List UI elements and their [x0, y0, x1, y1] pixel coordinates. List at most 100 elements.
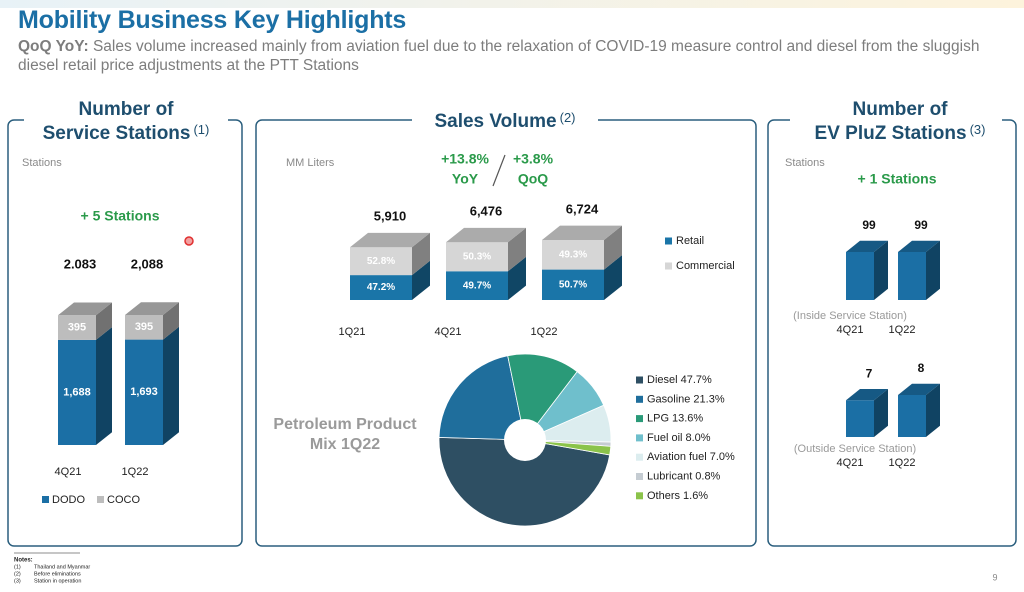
legend-value: 47.7%	[681, 374, 712, 386]
pie-slice	[507, 353, 578, 441]
annotation-label: QoQ	[518, 171, 548, 187]
panel-title: Sales Volume (2)	[434, 110, 575, 132]
panel-title-line: Number of	[79, 99, 175, 120]
legend-swatch	[636, 395, 643, 403]
panel-title: EV PluZ Stations (3)	[815, 122, 986, 144]
total-label: 5,910	[374, 209, 407, 224]
legend-label: Aviation fuel 7.0%	[647, 451, 735, 463]
caption: (Outside Service Station)	[794, 443, 916, 455]
segment-label: 1,688	[63, 386, 91, 398]
bar-side	[508, 256, 526, 300]
bar-segment	[350, 275, 412, 300]
bar-top	[898, 383, 940, 395]
panel-title-text: Sales Volume	[434, 111, 556, 132]
bar-side	[412, 232, 430, 276]
x-tick-label: 4Q21	[837, 324, 864, 336]
legend-category: Aviation fuel	[647, 451, 707, 463]
bar-top	[846, 389, 888, 401]
title-note: (3)	[970, 122, 986, 137]
value-label: 99	[862, 218, 876, 232]
x-tick-label: 1Q22	[889, 457, 916, 469]
bar-segment	[846, 252, 874, 300]
panel-title-bg	[24, 112, 228, 142]
x-tick-label: 1Q22	[122, 466, 149, 478]
pie-slice	[524, 439, 612, 456]
title-note: (1)	[193, 122, 209, 137]
bar-side	[874, 389, 888, 437]
legend-swatch	[636, 434, 643, 442]
bar-side	[604, 255, 622, 300]
x-tick-label: 4Q21	[837, 457, 864, 469]
legend-value: 1.6%	[683, 490, 708, 502]
subtitle-label: QoQ YoY:	[18, 38, 89, 55]
legend-swatch	[636, 492, 643, 500]
legend-label: Fuel oil 8.0%	[647, 432, 711, 444]
legend-label: LPG 13.6%	[647, 413, 703, 425]
bar-segment	[446, 242, 508, 272]
legend-value: 13.6%	[672, 413, 703, 425]
bar-side	[163, 302, 179, 340]
bar-segment	[58, 315, 96, 340]
page-number: 9	[992, 572, 997, 582]
x-tick-label: 1Q21	[339, 326, 366, 338]
annotation-value: +13.8%	[441, 151, 489, 167]
legend-label: Retail	[676, 235, 704, 247]
bar-segment	[898, 395, 926, 437]
slide-title: Mobility Business Key Highlights	[18, 6, 407, 34]
value-label: 8	[918, 361, 925, 375]
legend-swatch	[636, 453, 643, 461]
annotation-label: YoY	[452, 171, 479, 187]
legend-label: COCO	[107, 494, 140, 506]
bar-side	[604, 225, 622, 270]
caption: (Inside Service Station)	[793, 310, 907, 322]
bar-side	[412, 260, 430, 300]
note-text: Thailand and Myanmar	[34, 564, 90, 570]
legend-label: Commercial	[676, 260, 735, 272]
legend-label: Gasoline 21.3%	[647, 393, 725, 405]
segment-label: 49.3%	[559, 249, 587, 260]
header: Mobility Business Key Highlights QoQ YoY…	[18, 6, 1013, 75]
panel-title-bg	[790, 112, 1002, 142]
pie-title: Mix 1Q22	[310, 436, 380, 453]
legend-label: DODO	[52, 494, 85, 506]
panel-title-line: Number of	[853, 99, 949, 120]
annotation: + 1 Stations	[858, 171, 937, 187]
annotation: + 5 Stations	[81, 208, 160, 224]
segment-label: 1,693	[130, 386, 158, 398]
pie-slice	[438, 355, 526, 441]
panel-title: Service Stations (1)	[43, 122, 210, 144]
bar-segment	[125, 315, 163, 340]
total-label: 6,476	[470, 204, 503, 219]
legend-swatch	[665, 237, 672, 245]
bar-top	[898, 240, 940, 252]
segment-label: 395	[135, 321, 153, 333]
bar-top	[446, 227, 526, 243]
bar-segment	[446, 271, 508, 300]
bar-top	[350, 232, 430, 248]
value-label: 99	[914, 218, 928, 232]
subtitle: QoQ YoY: Sales volume increased mainly f…	[18, 37, 1013, 75]
panel-title-line: Service Stations	[43, 123, 191, 144]
panel-title: Number of	[853, 99, 949, 120]
x-tick-label: 1Q22	[889, 324, 916, 336]
x-tick-label: 4Q21	[435, 326, 462, 338]
subtitle-text: Sales volume increased mainly from aviat…	[18, 38, 980, 74]
bar-side	[926, 240, 940, 300]
bar-side	[163, 326, 179, 445]
bar-segment	[542, 269, 604, 300]
bar-segment	[542, 240, 604, 270]
note-num: (3)	[14, 578, 21, 584]
segment-label: 47.2%	[367, 282, 395, 293]
note-num: (2)	[14, 571, 21, 577]
bar-segment	[898, 252, 926, 300]
title-note: (2)	[560, 110, 576, 125]
segment-label: 49.7%	[463, 280, 491, 291]
legend-category: Others	[647, 490, 681, 502]
notes-title: Notes:	[14, 558, 33, 564]
segment-label: 395	[68, 322, 86, 334]
segment-label: 50.3%	[463, 251, 491, 262]
note-text: Station in operation	[34, 578, 81, 584]
legend-swatch	[636, 376, 643, 384]
